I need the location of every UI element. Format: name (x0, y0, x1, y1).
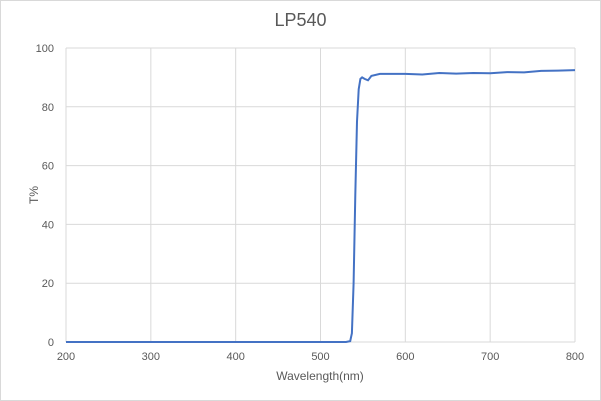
x-axis-label: Wavelength(nm) (276, 369, 364, 383)
y-tick-label: 80 (42, 102, 54, 114)
y-axis-ticks: 0 20 40 60 80 100 (36, 43, 54, 349)
chart-title: LP540 (274, 10, 327, 30)
y-tick-label: 40 (42, 219, 54, 231)
y-tick-label: 60 (42, 161, 54, 173)
x-tick-label: 200 (57, 351, 75, 363)
transmission-line (66, 69, 576, 343)
y-tick-label: 0 (48, 337, 54, 349)
y-tick-label: 20 (42, 278, 54, 290)
y-tick-label: 100 (36, 43, 54, 55)
x-tick-label: 500 (311, 351, 329, 363)
x-tick-label: 400 (226, 351, 244, 363)
x-tick-label: 300 (142, 351, 160, 363)
y-axis-label: T% (27, 186, 41, 204)
x-tick-label: 700 (481, 351, 499, 363)
x-axis-ticks: 200 300 400 500 600 700 800 (57, 351, 584, 363)
x-tick-label: 600 (396, 351, 414, 363)
gridlines (65, 47, 576, 343)
x-tick-label: 800 (566, 351, 584, 363)
